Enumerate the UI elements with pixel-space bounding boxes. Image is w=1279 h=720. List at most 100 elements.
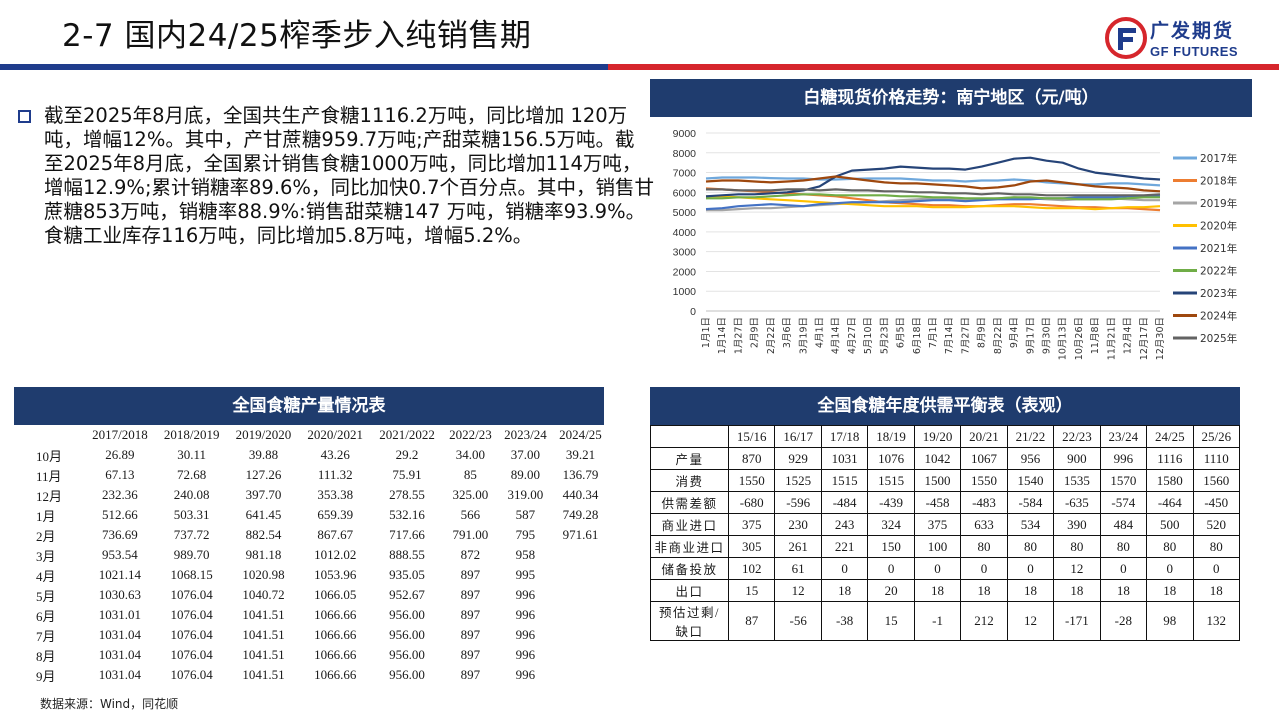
balance-row: 供需差额 -680 -596 -484 -439 -458 -483 -584 -635 -574… xyxy=(650,491,1241,514)
table-cell: 1066.66 xyxy=(314,667,357,682)
table-cell: 736.69 xyxy=(102,527,138,542)
production-row: 7月 1031.04 1076.04 1041.51 1066.66 956.00 897 9… xyxy=(14,625,608,645)
y-tick-label: 7000 xyxy=(673,168,697,180)
row-label: 消费 xyxy=(650,469,729,492)
x-tick-label: 7月14日 xyxy=(944,317,955,354)
x-tick-label: 5月10日 xyxy=(863,317,874,354)
table-cell: 18 xyxy=(820,579,869,602)
table-cell: -1 xyxy=(913,601,962,641)
production-table-title: 全国食糖产量情况表 xyxy=(14,387,604,425)
table-cell: 1076.04 xyxy=(170,667,213,682)
production-row: 2月 736.69 737.72 882.54 867.67 717.66 791.00 79… xyxy=(14,525,608,545)
table-cell: 0 xyxy=(1099,557,1148,580)
bullet-square-icon xyxy=(18,110,31,123)
table-cell: 127.26 xyxy=(245,467,282,482)
row-label: 供需差额 xyxy=(650,491,729,514)
table-cell: 0 xyxy=(1192,557,1241,580)
row-label: 2月 xyxy=(36,528,56,544)
table-cell: 795 xyxy=(515,527,536,542)
balance-row: 非商业进口 305 261 221 150 100 80 80 80 80 80 80 xyxy=(650,535,1241,558)
table-cell: 1031.04 xyxy=(98,647,142,662)
table-cell: 1020.98 xyxy=(242,567,285,582)
table-cell xyxy=(553,645,608,665)
x-tick-label: 8月22日 xyxy=(993,317,1004,354)
table-cell: 102 xyxy=(727,557,776,580)
table-cell: -584 xyxy=(1006,491,1055,514)
column-header: 2018/2019 xyxy=(163,427,220,442)
table-cell: 67.13 xyxy=(105,467,135,482)
table-cell: 1515 xyxy=(820,469,869,492)
table-cell: 1030.63 xyxy=(98,587,142,602)
row-label: 非商业进口 xyxy=(650,535,729,558)
table-cell: 18 xyxy=(913,579,962,602)
table-cell: 87 xyxy=(727,601,776,641)
table-cell xyxy=(553,665,608,685)
table-cell: 512.66 xyxy=(102,507,138,522)
x-tick-label: 9月4日 xyxy=(1009,317,1020,348)
table-cell: 872 xyxy=(460,547,481,562)
row-label: 7月 xyxy=(36,628,56,644)
y-tick-label: 8000 xyxy=(673,148,697,160)
table-cell: -464 xyxy=(1146,491,1194,514)
table-cell: 43.26 xyxy=(320,447,350,462)
table-cell: 1110 xyxy=(1192,447,1241,470)
table-cell: 85 xyxy=(463,467,477,482)
table-cell: 29.2 xyxy=(395,447,419,462)
table-cell: 1570 xyxy=(1099,469,1148,492)
table-cell: 995 xyxy=(515,567,536,582)
table-cell: -38 xyxy=(820,601,869,641)
column-header: 16/17 xyxy=(774,425,822,448)
table-cell: 1053.96 xyxy=(314,567,357,582)
x-tick-label: 9月17日 xyxy=(1025,317,1036,354)
summary-bullet: 截至2025年8月底，全国共生产食糖1116.2万吨，同比增加 120万吨，增幅… xyxy=(18,104,654,248)
column-header: 25/26 xyxy=(1192,425,1241,448)
balance-table-panel: 全国食糖年度供需平衡表（表观） 15/16 16/17 17/18 18/19 19/2… xyxy=(650,387,1241,641)
y-tick-label: 3000 xyxy=(673,247,697,259)
column-header: 19/20 xyxy=(913,425,962,448)
production-row: 3月 953.54 989.70 981.18 1012.02 888.55 872 958 xyxy=(14,545,608,565)
x-tick-label: 3月19日 xyxy=(798,317,809,354)
table-cell: 375 xyxy=(727,513,776,536)
table-cell: 34.00 xyxy=(455,447,486,462)
legend-label: 2019年 xyxy=(1200,197,1237,210)
y-tick-label: 0 xyxy=(690,306,696,318)
table-cell: 1041.51 xyxy=(242,627,285,642)
table-cell: 1076 xyxy=(867,447,915,470)
row-label: 10月 xyxy=(36,448,63,464)
table-cell: 1066.66 xyxy=(314,627,357,642)
table-cell xyxy=(553,585,608,605)
table-cell: 39.88 xyxy=(248,447,279,462)
table-cell: 80 xyxy=(1053,535,1101,558)
table-cell: 1066.66 xyxy=(314,607,357,622)
table-cell: 325.00 xyxy=(452,487,489,502)
chart-title: 白糖现货价格走势：南宁地区（元/吨） xyxy=(650,79,1252,117)
x-tick-label: 8月9日 xyxy=(977,317,988,348)
table-cell: 641.45 xyxy=(245,507,282,522)
table-cell: 633 xyxy=(960,513,1008,536)
table-cell: 897 xyxy=(460,587,481,602)
series-line-2021年 xyxy=(705,195,1160,211)
legend-label: 2024年 xyxy=(1200,310,1237,323)
row-label: 商业进口 xyxy=(650,513,729,536)
series-line-2022年 xyxy=(706,193,1160,201)
table-cell: 1540 xyxy=(1006,469,1055,492)
x-tick-label: 10月26日 xyxy=(1074,317,1085,360)
table-cell: 717.66 xyxy=(389,527,425,542)
table-cell: 26.89 xyxy=(105,447,135,462)
column-header: 2023/24 xyxy=(504,427,547,442)
table-cell: 80 xyxy=(1099,535,1148,558)
table-cell: 80 xyxy=(1006,535,1055,558)
table-cell: 566 xyxy=(460,507,481,522)
table-cell: -458 xyxy=(913,491,962,514)
column-header xyxy=(14,425,84,445)
production-row: 10月 26.89 30.11 39.88 43.26 29.2 34.00 37.00 39.… xyxy=(14,445,608,465)
column-header: 24/25 xyxy=(1146,425,1194,448)
table-cell xyxy=(553,545,608,565)
table-cell: 61 xyxy=(774,557,822,580)
row-label: 3月 xyxy=(36,548,56,564)
x-tick-label: 12月4日 xyxy=(1123,317,1134,354)
table-cell: 20 xyxy=(867,579,915,602)
table-cell: -596 xyxy=(774,491,822,514)
table-cell xyxy=(553,605,608,625)
table-cell: 324 xyxy=(867,513,915,536)
